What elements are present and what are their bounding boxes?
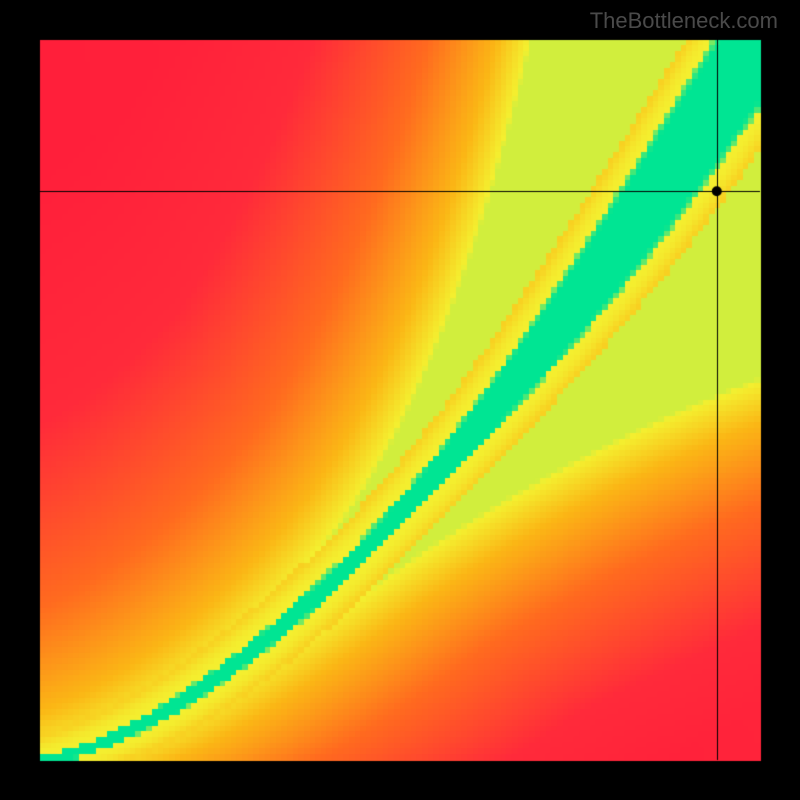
chart-container: TheBottleneck.com <box>0 0 800 800</box>
bottleneck-heatmap-canvas <box>0 0 800 800</box>
